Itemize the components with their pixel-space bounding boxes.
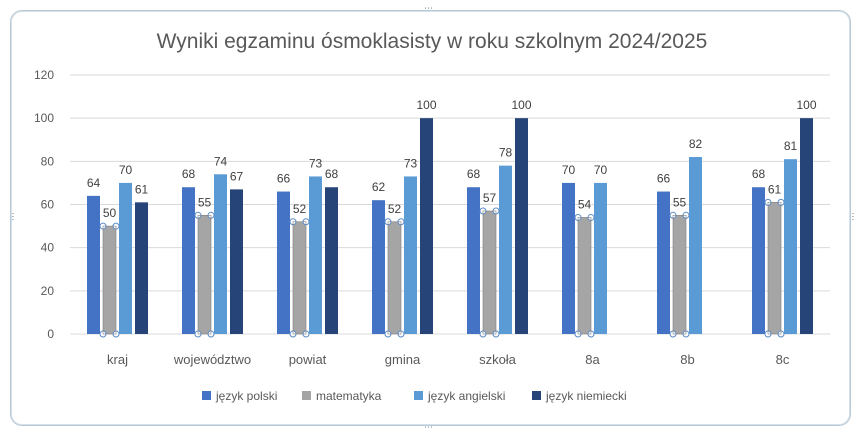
data-label: 70 xyxy=(119,163,133,177)
data-label: 70 xyxy=(594,163,608,177)
data-label: 52 xyxy=(293,202,307,216)
bar[interactable] xyxy=(182,187,195,334)
bar[interactable] xyxy=(198,215,211,334)
data-label: 66 xyxy=(277,172,291,186)
data-label: 50 xyxy=(103,206,117,220)
legend-label[interactable]: język angielski xyxy=(427,389,505,403)
selection-outline xyxy=(577,217,592,335)
resize-handle-bottom[interactable]: ⋯ xyxy=(424,423,433,433)
chart-title: Wyniki egzaminu ósmoklasisty w roku szko… xyxy=(157,30,708,53)
data-label: 64 xyxy=(87,176,101,190)
data-label: 68 xyxy=(467,167,481,181)
data-label: 73 xyxy=(309,156,323,170)
x-tick-label: 8c xyxy=(776,352,790,367)
selection-outline xyxy=(197,214,212,335)
x-tick-label: 8b xyxy=(680,352,694,367)
data-label: 68 xyxy=(182,167,196,181)
legend-label[interactable]: język polski xyxy=(215,389,277,403)
y-tick-label: 60 xyxy=(41,198,55,212)
legend-swatch xyxy=(302,391,311,400)
x-tick-label: gmina xyxy=(385,352,421,367)
y-tick-label: 80 xyxy=(41,154,55,168)
bar[interactable] xyxy=(103,226,116,334)
bar[interactable] xyxy=(325,187,338,334)
bar[interactable] xyxy=(135,202,148,334)
y-tick-label: 100 xyxy=(34,111,54,125)
data-label: 55 xyxy=(673,195,687,209)
bar[interactable] xyxy=(119,182,132,334)
x-tick-label: 8a xyxy=(585,352,600,367)
y-tick-label: 120 xyxy=(34,68,54,82)
selection-outline xyxy=(292,221,307,335)
x-tick-label: szkoła xyxy=(479,352,517,367)
data-label: 73 xyxy=(404,156,418,170)
bar[interactable] xyxy=(388,221,401,334)
data-label: 67 xyxy=(230,169,244,183)
selection-outline xyxy=(387,221,402,335)
bar[interactable] xyxy=(752,187,765,334)
x-tick-label: kraj xyxy=(107,352,128,367)
bar[interactable] xyxy=(483,210,496,334)
resize-handle-left[interactable]: ⋯ xyxy=(7,212,17,221)
selection-outline xyxy=(672,214,687,335)
data-label: 100 xyxy=(416,98,436,112)
data-label: 78 xyxy=(499,146,513,160)
data-label: 61 xyxy=(135,182,149,196)
resize-handle-right[interactable]: ⋯ xyxy=(847,212,857,221)
bar[interactable] xyxy=(784,159,797,334)
data-label: 68 xyxy=(325,167,339,181)
bar[interactable] xyxy=(372,200,385,334)
legend-swatch xyxy=(414,391,423,400)
data-label: 61 xyxy=(768,182,782,196)
bar[interactable] xyxy=(230,189,243,334)
data-label: 100 xyxy=(511,98,531,112)
y-tick-label: 20 xyxy=(41,284,55,298)
bar[interactable] xyxy=(673,215,686,334)
bar[interactable] xyxy=(467,187,480,334)
resize-handle-top[interactable]: ⋯ xyxy=(424,4,433,14)
bar[interactable] xyxy=(309,176,322,334)
bar[interactable] xyxy=(293,221,306,334)
data-label: 55 xyxy=(198,195,212,209)
data-label: 100 xyxy=(796,98,816,112)
bar[interactable] xyxy=(562,182,575,334)
data-label: 70 xyxy=(562,163,576,177)
legend-swatch xyxy=(532,391,541,400)
bar[interactable] xyxy=(768,202,781,334)
bar[interactable] xyxy=(87,195,100,334)
data-label: 81 xyxy=(784,139,798,153)
data-label: 68 xyxy=(752,167,766,181)
bar[interactable] xyxy=(689,157,702,334)
bar[interactable] xyxy=(214,174,227,334)
bar[interactable] xyxy=(578,217,591,334)
legend-label[interactable]: język niemiecki xyxy=(545,389,627,403)
data-label: 52 xyxy=(388,202,402,216)
legend-label[interactable]: matematyka xyxy=(316,389,382,403)
bar[interactable] xyxy=(800,118,813,335)
data-label: 62 xyxy=(372,180,386,194)
bar[interactable] xyxy=(594,182,607,334)
data-label: 66 xyxy=(657,172,671,186)
y-tick-label: 0 xyxy=(47,327,54,341)
bar[interactable] xyxy=(515,118,528,335)
y-tick-label: 40 xyxy=(41,241,55,255)
x-tick-label: województwo xyxy=(173,352,251,367)
bar[interactable] xyxy=(277,191,290,334)
data-label: 74 xyxy=(214,154,228,168)
legend-swatch xyxy=(202,391,211,400)
selection-outline xyxy=(102,225,117,335)
data-label: 57 xyxy=(483,191,497,205)
data-label: 82 xyxy=(689,137,703,151)
x-tick-label: powiat xyxy=(289,352,327,367)
bar[interactable] xyxy=(404,176,417,334)
selection-outline xyxy=(482,210,497,335)
selection-outline xyxy=(767,202,782,335)
bar[interactable] xyxy=(499,165,512,334)
bar[interactable] xyxy=(657,191,670,334)
data-label: 54 xyxy=(578,197,592,211)
bar[interactable] xyxy=(420,118,433,335)
